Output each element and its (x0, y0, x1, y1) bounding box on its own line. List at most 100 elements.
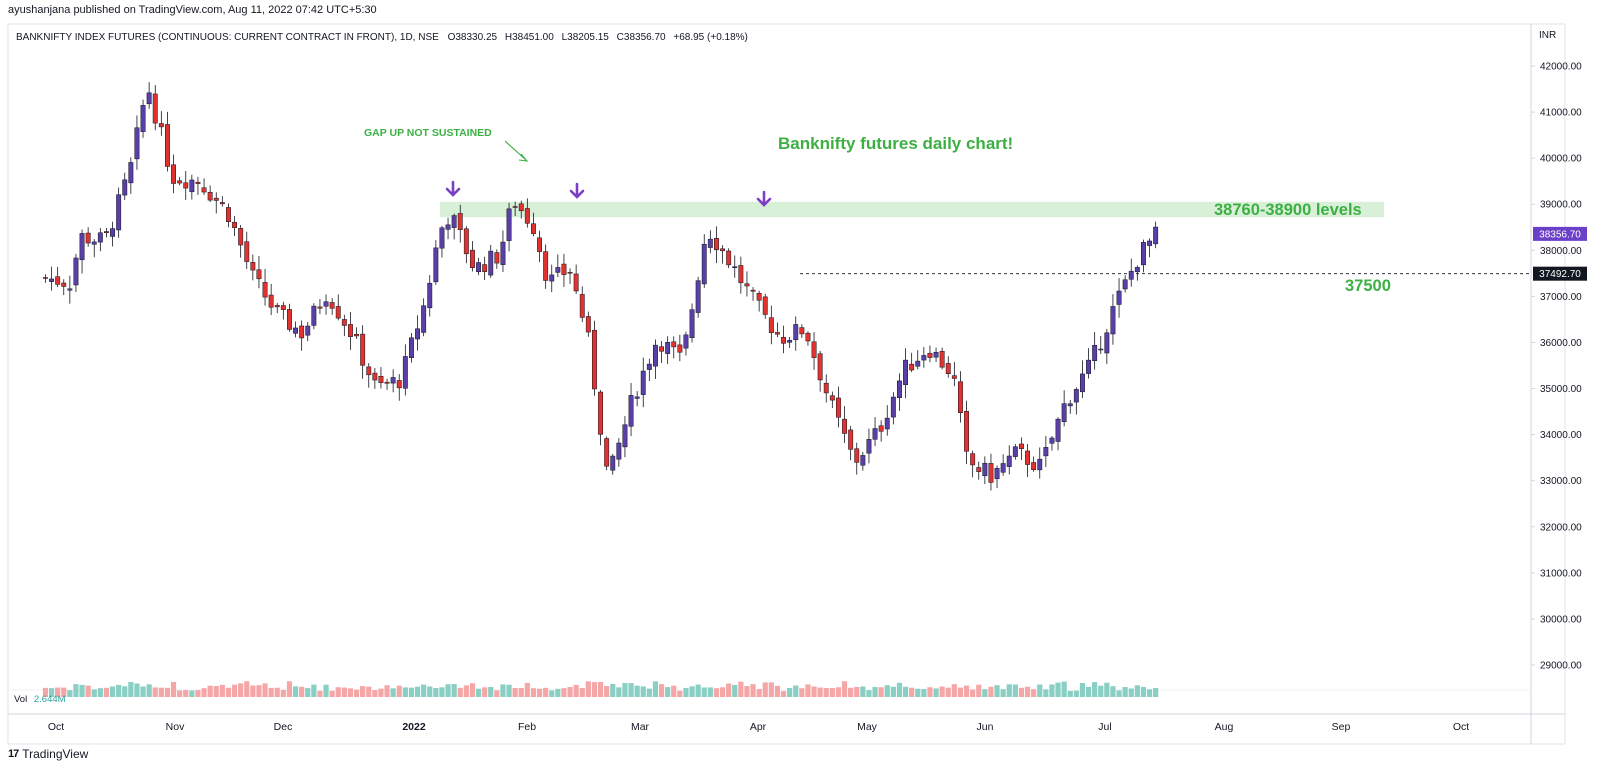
candle-body (561, 263, 567, 275)
candle-body (787, 339, 793, 343)
volume-bar (982, 689, 988, 697)
volume-bar (823, 687, 829, 697)
candle-body (427, 282, 433, 309)
volume-bar (927, 687, 933, 697)
candle-body (646, 363, 652, 370)
candle-body (256, 269, 262, 280)
volume-bar (1012, 684, 1018, 697)
candle-body (1079, 373, 1085, 393)
x-tick-label-12: Oct (1453, 721, 1469, 733)
candle-body (848, 429, 854, 450)
y-tick-label-7: 35000.00 (1540, 384, 1582, 395)
volume-bar (878, 687, 884, 697)
volume-bar (707, 687, 713, 697)
candle-body (945, 363, 951, 374)
candle-body (726, 250, 732, 266)
volume-bar (231, 684, 238, 697)
candle-body (134, 127, 140, 160)
ohlc-high: H38451.00 (505, 32, 554, 43)
candle-body (921, 355, 927, 361)
volume-bar (744, 686, 750, 697)
price-axis[interactable]: 42000.00 41000.00 40000.00 39000.00 38000.00… (1531, 62, 1582, 672)
volume-bar (445, 684, 451, 697)
volume-bar (567, 686, 573, 697)
candle-body (610, 455, 616, 471)
candle-body (85, 232, 91, 244)
candle-body (305, 325, 311, 336)
x-tick-label-5: Mar (631, 721, 650, 733)
candle-body (567, 271, 573, 274)
candle-body (1061, 403, 1067, 422)
candle-body (970, 453, 976, 466)
volume-bar (482, 687, 488, 697)
candle-body (293, 327, 298, 334)
volume-bar (762, 682, 768, 697)
volume-bar (1122, 686, 1128, 697)
x-tick-label-7: May (857, 721, 878, 733)
candle-body (1147, 240, 1152, 246)
candle-body (469, 249, 475, 269)
volume-bar (768, 682, 774, 697)
level-price-tag: 37492.70 (1533, 266, 1587, 281)
candle-body (171, 164, 176, 184)
candle-body (49, 278, 54, 282)
down-arrow-icon-1 (445, 180, 461, 197)
volume-bar (945, 687, 951, 697)
candle-body (408, 337, 414, 359)
candle-body (530, 223, 536, 234)
volume-bar (555, 688, 561, 697)
candle-body (774, 332, 780, 335)
volume-bar (335, 687, 341, 697)
candle-body (482, 264, 488, 272)
volume-bar (372, 690, 378, 697)
candle-body (97, 232, 103, 243)
candle-body (976, 467, 982, 472)
volume-bar (201, 688, 207, 697)
candle-body (762, 296, 768, 315)
volume-bar (872, 687, 878, 697)
volume-bar (134, 683, 140, 697)
volume-bar (299, 686, 305, 697)
candle-body (518, 203, 524, 212)
y-tick-label-13: 29000.00 (1540, 661, 1582, 672)
candle-body (384, 381, 390, 384)
volume-bar (1073, 690, 1079, 697)
candle-body (1025, 450, 1030, 465)
candle-body (402, 356, 408, 389)
candle-body (91, 241, 97, 245)
volume-bar (616, 687, 622, 697)
volume-bar (713, 688, 720, 697)
candle-body (512, 206, 518, 208)
volume-bar (1140, 686, 1147, 697)
candle-body (116, 194, 122, 231)
volume-bar (183, 689, 189, 697)
candle-body (659, 346, 664, 352)
volume-series (42, 681, 1159, 697)
volume-bar (652, 681, 659, 697)
candle-body (103, 231, 109, 233)
candle-body (183, 182, 189, 189)
time-axis[interactable]: Oct Nov Dec 2022 Feb Mar Apr May Jun Jul Aug Sep Oct (48, 721, 1469, 733)
volume-bar (97, 688, 103, 697)
candle-body (347, 324, 353, 337)
candle-body (274, 305, 280, 308)
currency-label: INR (1539, 30, 1556, 41)
volume-bar (286, 681, 293, 697)
candle-body (299, 325, 305, 339)
tradingview-brand[interactable]: 17 TradingView (8, 746, 88, 762)
x-tick-label-11: Sep (1332, 721, 1351, 733)
candle-body (701, 243, 707, 285)
candle-body (140, 105, 146, 132)
volume-bar (988, 686, 994, 697)
candle-body (457, 213, 463, 230)
volume-bar (488, 686, 494, 697)
candle-body (713, 238, 719, 251)
candle-body (506, 208, 512, 241)
volume-bar (951, 684, 957, 697)
candle-body (61, 282, 67, 287)
volume-bar (1110, 686, 1116, 697)
volume-bar (646, 688, 652, 697)
volume-bar (939, 686, 945, 697)
candle-body (42, 277, 48, 279)
